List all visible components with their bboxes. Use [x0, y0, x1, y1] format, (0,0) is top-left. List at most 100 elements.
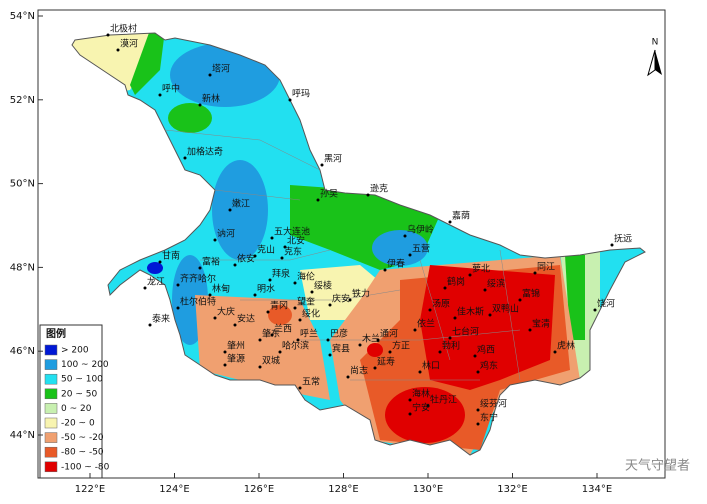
- city-label: 伊春: [387, 258, 405, 270]
- city-dot: [293, 306, 297, 310]
- legend-swatch: [44, 344, 58, 356]
- city-dot: [443, 286, 447, 290]
- legend-swatch: [44, 359, 58, 370]
- watermark: 天气守望者: [625, 458, 690, 474]
- city-label: 宁安: [412, 402, 430, 414]
- city-dot: [448, 336, 452, 340]
- city-label: 宾县: [332, 343, 350, 355]
- legend-swatch: [44, 373, 58, 385]
- lat-label: 48°N: [10, 262, 35, 273]
- city-dot: [298, 386, 302, 390]
- legend-label: -100 ~ -80: [61, 462, 110, 472]
- city-dot: [483, 288, 487, 292]
- city-dot: [418, 370, 422, 374]
- city-dot: [426, 404, 430, 408]
- city-dot: [438, 350, 442, 354]
- north-label: N: [652, 38, 659, 48]
- city-dot: [428, 308, 432, 312]
- lat-label: 54°N: [10, 11, 35, 22]
- legend-label: 0 ~ 20: [61, 404, 92, 414]
- city-label: 海伦: [297, 271, 315, 283]
- city-label: 绥滨: [487, 278, 505, 290]
- city-label: 呼玛: [292, 89, 310, 100]
- lat-label: 52°N: [10, 95, 35, 106]
- city-label: 依兰: [417, 318, 435, 330]
- city-label: 双鸭山: [492, 303, 519, 315]
- city-dot: [408, 398, 412, 402]
- city-dot: [198, 103, 202, 107]
- city-dot: [528, 328, 532, 332]
- legend-swatch: [44, 446, 58, 458]
- city-label: 五常: [302, 376, 320, 388]
- city-label: 林口: [422, 360, 440, 372]
- city-dot: [143, 286, 147, 290]
- city-dot: [116, 48, 120, 52]
- city-dot: [373, 366, 377, 370]
- city-label: 望奎: [297, 296, 315, 308]
- city-label: 鹤岗: [447, 276, 465, 288]
- city-dot: [408, 412, 412, 416]
- city-label: 同江: [537, 262, 555, 273]
- city-dot: [258, 365, 262, 369]
- city-label: 海林: [412, 388, 430, 400]
- city-dot: [476, 370, 480, 374]
- city-label: 汤原: [432, 299, 450, 310]
- legend-swatch: [44, 432, 58, 443]
- city-label: 肇东: [262, 328, 280, 340]
- city-label: 龙江: [147, 276, 165, 288]
- legend-swatch: [44, 403, 58, 414]
- city-label: 安达: [237, 313, 255, 325]
- city-label: 铁力: [352, 288, 370, 300]
- city-label: 绥棱: [314, 280, 332, 292]
- city-label: 明水: [257, 283, 275, 295]
- city-dot: [176, 283, 180, 287]
- city-dot: [328, 303, 332, 307]
- city-dot: [553, 350, 557, 354]
- city-dot: [270, 333, 274, 337]
- lat-label: 46°N: [10, 346, 35, 357]
- city-dot: [233, 263, 237, 267]
- city-label: 黑河: [324, 153, 342, 165]
- city-dot: [233, 323, 237, 327]
- city-label: 嫩江: [232, 198, 250, 210]
- city-label: 克东: [284, 246, 302, 258]
- city-dot: [366, 193, 370, 197]
- legend: 图例 > 200 100 ~ 200 50 ~ 100 20 ~ 50 0 ~ 20 -2…: [39, 324, 110, 479]
- city-label: 甘南: [162, 250, 180, 262]
- city-dot: [280, 256, 284, 260]
- legend-label: 100 ~ 200: [61, 360, 109, 370]
- city-label: 拜泉: [272, 268, 290, 280]
- legend-label: > 200: [61, 346, 89, 356]
- city-label: 尚志: [350, 365, 368, 377]
- city-dot: [176, 306, 180, 310]
- legend-label: -20 ~ 0: [61, 419, 95, 429]
- city-label: 勃利: [442, 340, 460, 352]
- city-dot: [473, 354, 477, 358]
- city-dot: [253, 254, 257, 258]
- city-label: 杜尔伯特: [180, 296, 216, 308]
- city-dot: [283, 245, 287, 249]
- city-dot: [298, 318, 302, 322]
- city-label: 萝北: [472, 264, 490, 275]
- compass: N: [647, 38, 662, 77]
- city-dot: [310, 290, 314, 294]
- city-label: 延寿: [377, 356, 395, 368]
- city-dot: [328, 353, 332, 357]
- city-label: 鸡西: [477, 344, 495, 356]
- city-dot: [208, 293, 212, 297]
- city-label: 孙吴: [320, 188, 338, 200]
- city-label: 林甸: [212, 283, 230, 295]
- city-label: 通河: [380, 328, 398, 340]
- city-label: 富裕: [202, 256, 220, 268]
- lat-label: 44°N: [10, 430, 35, 441]
- city-label: 绥化: [302, 308, 320, 320]
- city-label: 北安: [287, 235, 305, 247]
- city-label: 呼中: [162, 83, 180, 95]
- lat-label: 50°N: [10, 179, 35, 190]
- city-dot: [533, 271, 537, 275]
- city-label: 抚远: [614, 233, 632, 245]
- city-dot: [448, 220, 452, 224]
- city-dot: [408, 253, 412, 257]
- city-label: 塔河: [212, 63, 230, 75]
